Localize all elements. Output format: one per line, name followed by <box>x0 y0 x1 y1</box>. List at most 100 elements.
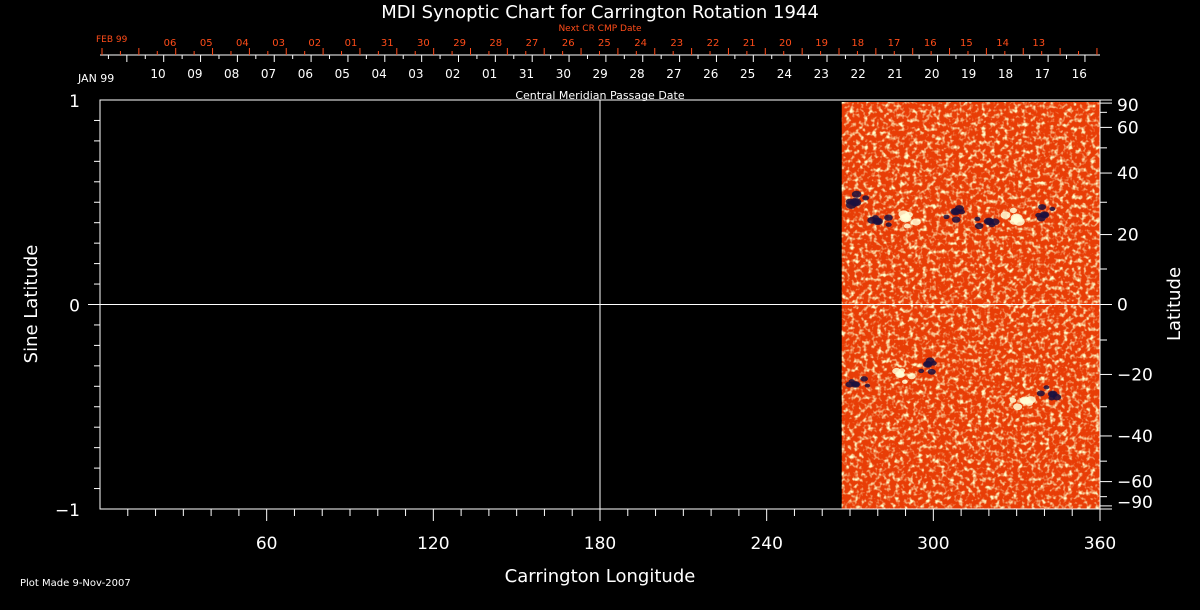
next-cmp-date-label: 04 <box>236 38 249 49</box>
next-cmp-date-label: 01 <box>345 38 358 49</box>
next-cmp-date-label: 13 <box>1032 38 1045 49</box>
next-cmp-date-label: 18 <box>851 38 864 49</box>
active-region-positive <box>1000 211 1011 219</box>
cmp-date-label: 10 <box>150 67 165 81</box>
active-region-negative <box>1040 212 1049 218</box>
grid-lines <box>100 100 1100 509</box>
next-cmp-date-label: 19 <box>815 38 828 49</box>
cmp-date-label: 03 <box>408 67 423 81</box>
x-tick-label: 120 <box>417 534 449 554</box>
next-cmp-date-label: 22 <box>707 38 720 49</box>
latitude-tick-label: −20 <box>1117 365 1153 385</box>
active-region-negative <box>1049 206 1056 211</box>
latitude-tick-label: 0 <box>1117 296 1128 316</box>
y-tick-label-left: 1 <box>69 92 80 112</box>
active-region-negative <box>924 361 932 367</box>
active-region-negative <box>1048 395 1055 401</box>
active-region-positive <box>896 371 904 378</box>
cmp-date-label: 07 <box>261 67 276 81</box>
x-tick-label: 240 <box>750 534 782 554</box>
cmp-date-label: 30 <box>556 67 571 81</box>
active-region-positive <box>911 218 921 226</box>
cmp-date-label: 26 <box>703 67 718 81</box>
lower-axis-month-label: JAN 99 <box>77 72 114 85</box>
next-cmp-date-label: 16 <box>924 38 937 49</box>
next-cmp-date-label: 03 <box>272 38 285 49</box>
active-region-negative <box>845 198 854 205</box>
cmp-date-label: 28 <box>629 67 644 81</box>
active-region-negative <box>848 379 855 384</box>
active-region-positive <box>898 368 906 374</box>
cmp-date-label: 08 <box>224 67 239 81</box>
active-region-negative <box>943 214 950 220</box>
active-region-positive <box>1009 398 1017 403</box>
chart-title: MDI Synoptic Chart for Carrington Rotati… <box>381 2 819 23</box>
next-cmp-date-label: 05 <box>200 38 213 49</box>
next-cmp-date-label: 06 <box>164 38 177 49</box>
active-region-negative <box>851 199 860 206</box>
active-region-negative <box>860 376 868 382</box>
cmp-date-label: 31 <box>519 67 534 81</box>
x-tick-label: 300 <box>917 534 949 554</box>
field-speckle <box>841 102 1100 509</box>
y-axis-label-left: Sine Latitude <box>21 245 42 364</box>
cmp-date-label: 27 <box>666 67 681 81</box>
active-region-negative <box>918 368 925 374</box>
cmp-date-label: 04 <box>371 67 386 81</box>
cmp-date-label: 18 <box>998 67 1013 81</box>
axes: 60 120 180 240 300 36010−1906040200−20−40−60−… <box>55 38 1153 554</box>
cmp-date-label: 19 <box>961 67 976 81</box>
next-cmp-date-label: 21 <box>743 38 756 49</box>
active-region-negative <box>958 209 966 215</box>
y-axis-label-right: Latitude <box>1164 267 1185 341</box>
active-region-negative <box>951 208 960 215</box>
next-cmp-date-label: 15 <box>960 38 973 49</box>
next-cmp-date-label: 27 <box>526 38 539 49</box>
next-cmp-date-label: 26 <box>562 38 575 49</box>
plot-made-footer: Plot Made 9-Nov-2007 <box>20 578 131 589</box>
active-region-negative <box>988 222 996 228</box>
active-region-negative <box>871 215 879 221</box>
next-cmp-date-label: 29 <box>453 38 466 49</box>
active-region-negative <box>864 383 871 388</box>
next-cmp-date-label: 02 <box>308 38 321 49</box>
cmp-date-label: 21 <box>887 67 902 81</box>
next-cmp-date-label: 14 <box>996 38 1009 49</box>
active-region-negative <box>862 195 870 201</box>
upper-axis-title: Next CR CMP Date <box>558 24 642 34</box>
active-region-positive <box>905 211 913 218</box>
latitude-tick-label: 60 <box>1117 118 1139 138</box>
next-cmp-date-label: 20 <box>779 38 792 49</box>
active-region-negative <box>1043 385 1050 390</box>
latitude-tick-label: −60 <box>1117 473 1153 493</box>
cmp-date-label: 24 <box>777 67 792 81</box>
latitude-tick-label: −40 <box>1117 427 1153 447</box>
active-region-positive <box>903 223 911 229</box>
cmp-date-label: 05 <box>335 67 350 81</box>
cmp-date-label: 23 <box>814 67 829 81</box>
active-region-negative <box>951 216 961 223</box>
cmp-date-label: 20 <box>924 67 939 81</box>
active-region-negative <box>852 381 859 387</box>
cmp-date-label: 22 <box>851 67 866 81</box>
latitude-tick-label: 20 <box>1117 226 1139 246</box>
active-region-negative <box>1035 212 1042 218</box>
active-region-positive <box>1009 218 1019 225</box>
latitude-tick-label: −90 <box>1117 493 1153 513</box>
active-region-negative <box>974 216 981 222</box>
x-axis-label: Carrington Longitude <box>505 566 696 587</box>
latitude-tick-label: 40 <box>1117 164 1139 184</box>
active-region-negative <box>930 360 937 366</box>
next-cmp-date-label: 24 <box>634 38 647 49</box>
active-region-positive <box>907 373 916 380</box>
active-region-negative <box>927 368 936 375</box>
next-cmp-date-label: 23 <box>670 38 683 49</box>
x-tick-label: 60 <box>256 534 278 554</box>
cmp-date-label: 25 <box>740 67 755 81</box>
cmp-date-label: 09 <box>187 67 202 81</box>
active-region-negative <box>885 222 892 227</box>
active-region-positive <box>1013 403 1023 411</box>
y-tick-label-left: −1 <box>55 501 80 521</box>
next-cmp-date-label: 17 <box>888 38 901 49</box>
